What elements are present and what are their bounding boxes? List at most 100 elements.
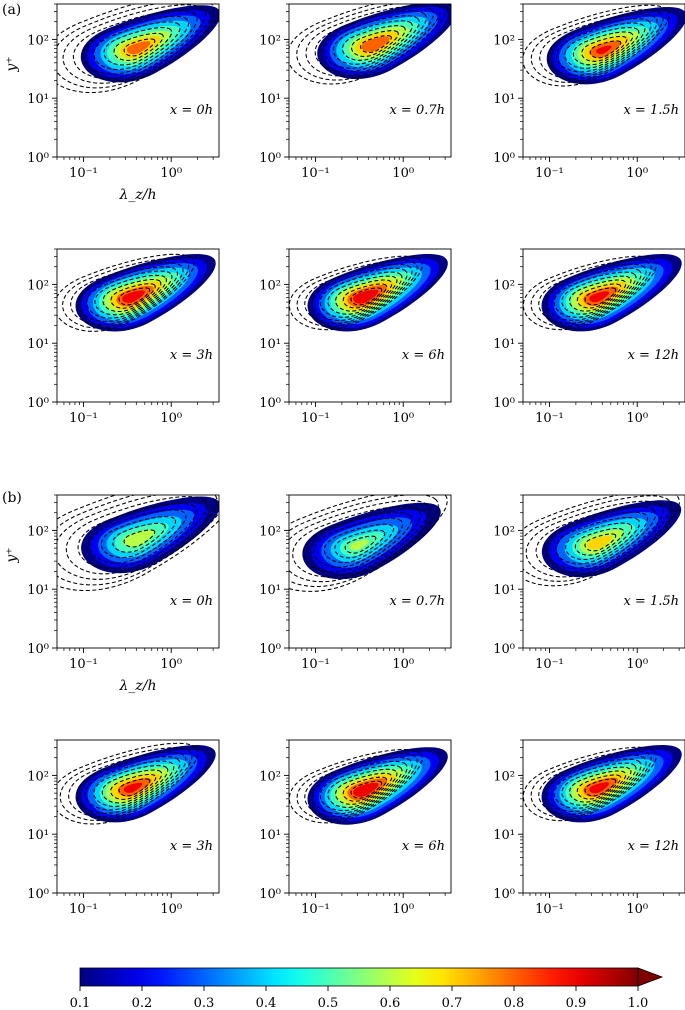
filled-contours <box>80 5 219 83</box>
x-axis-label: λ_z/h <box>119 187 157 203</box>
panel-annotation: x = 3h <box>170 839 213 854</box>
contour-line <box>561 766 632 806</box>
contour-line <box>72 9 198 80</box>
colorbar-tick-label: 0.9 <box>566 996 587 1010</box>
x-tick-label: 10⁰ <box>626 657 648 672</box>
contour-line <box>289 748 423 824</box>
colorbar-tick-label: 0.4 <box>256 996 277 1010</box>
contour-line <box>289 4 448 85</box>
y-axis: 10⁰ 10¹ 10² <box>259 3 289 166</box>
y-axis-label: y⁺ <box>4 56 20 72</box>
contour-line <box>296 752 418 821</box>
contour-line <box>342 283 388 309</box>
contour-line <box>314 10 427 73</box>
y-tick-label: 10⁰ <box>493 642 515 657</box>
contour-line <box>102 278 162 313</box>
contour-line <box>572 31 634 66</box>
contour-line <box>360 35 392 54</box>
contour-line <box>584 533 617 552</box>
contour-line <box>351 30 399 57</box>
dashed-contours <box>523 4 670 87</box>
contour-fill <box>123 782 143 793</box>
contour-line <box>110 773 157 800</box>
contour-line <box>118 287 151 306</box>
y-axis: 10⁰ 10¹ 10² <box>493 739 523 902</box>
contour-fill <box>353 289 379 304</box>
contour-line <box>584 778 617 797</box>
panel-annotation: x = 12h <box>628 348 679 363</box>
contour-line <box>302 511 413 573</box>
y-tick-label: 10² <box>27 278 49 293</box>
y-tick-label: 10¹ <box>259 92 281 107</box>
dashed-contours <box>57 495 219 592</box>
contour-line <box>311 760 408 815</box>
contour-line <box>123 38 156 57</box>
contour-fill <box>122 290 145 303</box>
x-tick-label: 10⁰ <box>626 411 648 426</box>
contour-line <box>350 287 383 306</box>
contour-line <box>341 25 406 61</box>
contour-line <box>523 4 670 87</box>
contour-fill <box>126 41 151 55</box>
filled-contours <box>546 7 685 85</box>
x-tick-label: 10⁰ <box>160 657 182 672</box>
filled-contours <box>307 747 448 825</box>
contour-line <box>335 279 393 312</box>
panel-label-a: (a) <box>2 2 21 18</box>
x-axis: 10⁻¹ 10⁰ <box>522 648 680 672</box>
x-tick-label: 10⁰ <box>392 166 414 181</box>
subplot: 10⁻¹ 10⁰ 10⁰ 10¹ 10² x = 0h y⁺ λ_z/h <box>4 494 220 694</box>
y-tick-label: 10¹ <box>27 92 49 107</box>
colorbar-tick-label: 1.0 <box>628 996 649 1010</box>
contour-fill <box>123 529 156 548</box>
x-tick-label: 10⁻¹ <box>535 166 564 181</box>
x-axis: 10⁻¹ 10⁰ <box>288 648 446 672</box>
y-tick-label: 10¹ <box>27 337 49 352</box>
x-tick-label: 10⁰ <box>160 902 182 917</box>
contour-line <box>576 774 622 800</box>
y-tick-label: 10¹ <box>27 828 49 843</box>
y-tick-label: 10² <box>493 524 515 539</box>
contour-fill <box>596 45 612 55</box>
contour-line <box>530 750 652 819</box>
contour-line <box>305 5 434 77</box>
contour-line <box>57 742 199 825</box>
contour-line <box>57 495 219 592</box>
contour-line <box>59 747 193 822</box>
contour-line <box>530 259 652 328</box>
contour-line <box>525 500 665 578</box>
contour-line <box>556 22 646 73</box>
panel-annotation: x = 12h <box>628 839 679 854</box>
contour-line <box>112 522 166 553</box>
contour-line <box>101 769 163 804</box>
x-tick-label: 10⁻¹ <box>69 657 98 672</box>
contour-line <box>304 756 413 818</box>
subplot: 10⁻¹ 10⁰ 10⁰ 10¹ 10² x = 3h <box>27 739 220 917</box>
y-tick-label: 10¹ <box>493 92 515 107</box>
y-tick-label: 10¹ <box>259 583 281 598</box>
x-tick-label: 10⁻¹ <box>69 902 98 917</box>
panel-annotation: x = 0.7h <box>389 103 445 118</box>
colorbar-tick-label: 0.5 <box>318 996 339 1010</box>
panel-annotation: x = 0h <box>170 103 213 118</box>
contour-line <box>530 9 664 83</box>
x-tick-label: 10⁻¹ <box>301 902 330 917</box>
contour-line <box>68 751 187 818</box>
y-tick-label: 10¹ <box>493 583 515 598</box>
contour-line <box>327 275 398 315</box>
x-axis: 10⁻¹ 10⁰ <box>522 893 680 917</box>
panel-label-b: (b) <box>2 490 22 506</box>
contour-line <box>93 21 181 71</box>
contour-line <box>327 768 398 808</box>
colorbar-tick-label: 0.2 <box>132 996 153 1010</box>
y-tick-label: 10² <box>259 524 281 539</box>
y-tick-label: 10¹ <box>493 337 515 352</box>
y-tick-label: 10¹ <box>259 337 281 352</box>
contour-line <box>113 32 164 61</box>
contour-line <box>584 287 617 306</box>
contour-line <box>344 535 377 554</box>
x-axis: 10⁻¹ 10⁰ <box>56 648 214 672</box>
contour-fill <box>361 36 390 52</box>
x-tick-label: 10⁻¹ <box>69 166 98 181</box>
